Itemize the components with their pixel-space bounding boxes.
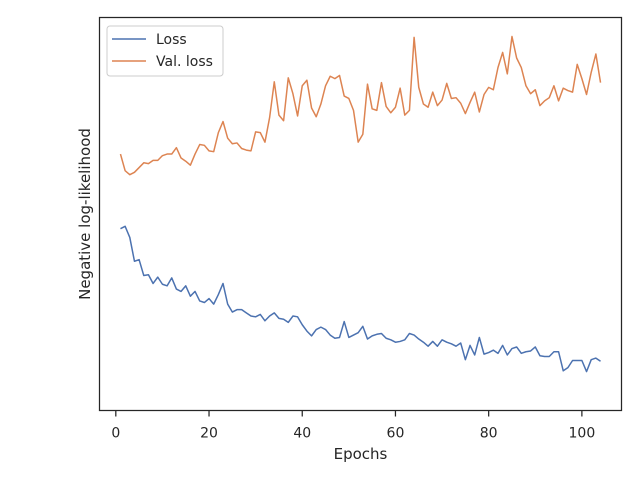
x-tick-label: 0: [111, 426, 120, 442]
x-tick-label: 80: [480, 426, 498, 442]
y-axis-label: Negative log-likelihood: [76, 128, 94, 300]
x-axis: 0 20 40 60 80 100: [111, 410, 596, 442]
x-tick-label: 40: [293, 426, 311, 442]
plot-frame: [98, 16, 623, 412]
legend-label: Loss: [156, 32, 187, 48]
x-tick-label: 60: [387, 426, 405, 442]
series-line-loss: [120, 225, 601, 373]
legend-label: Val. loss: [156, 54, 213, 70]
x-tick-label: 20: [200, 426, 218, 442]
plot-area: [98, 16, 623, 412]
x-axis-label: Epochs: [334, 445, 388, 463]
legend: Loss Val. loss: [106, 25, 224, 77]
x-tick-label: 100: [569, 426, 596, 442]
series-line-val-loss: [119, 35, 602, 176]
series-layer: [119, 35, 602, 373]
